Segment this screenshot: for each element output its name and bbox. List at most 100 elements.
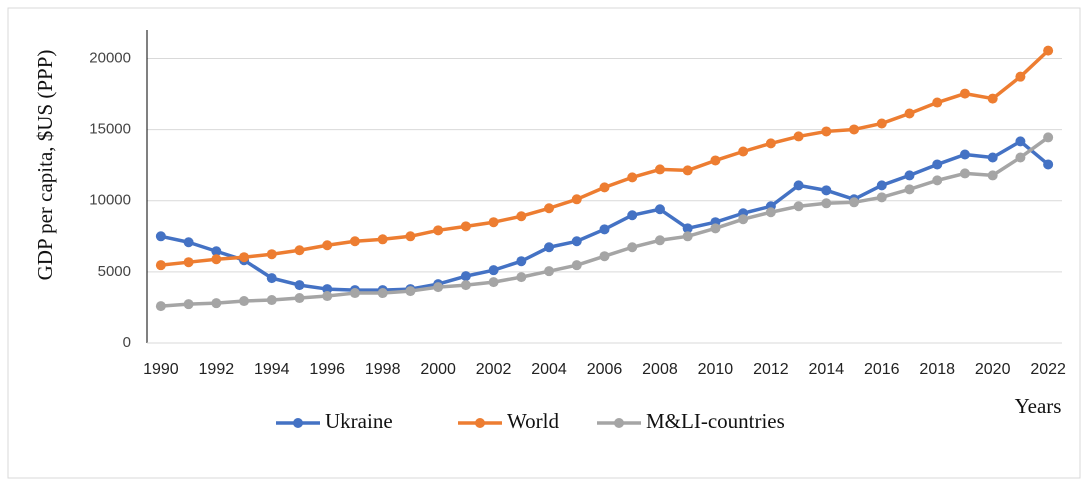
data-point <box>904 184 915 195</box>
legend-label: Ukraine <box>325 409 393 433</box>
legend-label: World <box>507 409 559 433</box>
x-tick-label: 2018 <box>919 361 955 378</box>
data-point <box>266 295 277 306</box>
data-point <box>211 246 222 257</box>
data-point <box>627 242 638 253</box>
series-line <box>160 139 1050 292</box>
data-point <box>904 108 915 119</box>
data-point <box>183 299 194 310</box>
data-point <box>849 124 860 135</box>
x-tick-label: 2010 <box>698 361 734 378</box>
data-point <box>239 296 250 307</box>
data-point <box>266 273 277 284</box>
data-point <box>793 180 804 191</box>
x-tick-label: 2008 <box>642 361 678 378</box>
data-point <box>987 93 998 104</box>
data-point <box>1043 159 1054 170</box>
data-point <box>571 236 582 247</box>
data-point <box>1043 132 1054 143</box>
data-point <box>1015 71 1026 82</box>
data-point <box>987 170 998 181</box>
data-point <box>849 197 860 208</box>
data-point <box>516 272 527 283</box>
data-point <box>349 288 360 299</box>
data-point <box>183 257 194 268</box>
data-point <box>155 301 166 312</box>
data-point <box>294 245 305 256</box>
data-point <box>959 168 970 179</box>
data-point <box>599 251 610 262</box>
data-point <box>932 159 943 170</box>
data-point <box>710 155 721 166</box>
data-point <box>488 217 499 228</box>
data-point <box>627 172 638 183</box>
y-tick-label: 15000 <box>89 121 131 138</box>
data-point <box>654 204 665 215</box>
x-tick-label: 1994 <box>254 361 290 378</box>
data-point <box>516 256 527 267</box>
data-point <box>211 254 222 265</box>
data-point <box>821 126 832 137</box>
data-point <box>654 164 665 175</box>
x-tick-label: 2014 <box>809 361 845 378</box>
data-point <box>322 240 333 251</box>
data-point <box>821 185 832 196</box>
data-point <box>571 194 582 205</box>
data-point <box>322 284 333 295</box>
data-point <box>349 236 360 247</box>
data-point <box>294 280 305 291</box>
data-point <box>682 165 693 176</box>
data-point <box>571 260 582 271</box>
data-point <box>738 214 749 225</box>
data-point <box>599 182 610 193</box>
data-point <box>377 288 388 299</box>
data-point <box>322 291 333 302</box>
data-point <box>765 138 776 149</box>
data-point <box>1043 45 1054 56</box>
data-point <box>876 180 887 191</box>
y-tick-label: 5000 <box>98 263 131 280</box>
data-point <box>682 231 693 242</box>
data-point <box>738 146 749 157</box>
data-point <box>1015 152 1026 163</box>
data-point <box>239 252 250 263</box>
data-point <box>793 201 804 212</box>
data-point <box>294 293 305 304</box>
data-point <box>460 280 471 291</box>
data-point <box>460 271 471 282</box>
data-point <box>544 242 555 253</box>
data-point <box>544 266 555 277</box>
data-point <box>1015 136 1026 147</box>
x-tick-label: 1992 <box>199 361 235 378</box>
y-axis-label: GDP per capita, $US (PPP) <box>33 50 57 281</box>
data-point <box>460 221 471 232</box>
data-point <box>433 282 444 293</box>
data-point <box>682 223 693 234</box>
x-tick-label: 2000 <box>420 361 456 378</box>
data-point <box>765 207 776 218</box>
data-point <box>155 231 166 242</box>
x-tick-label: 1990 <box>143 361 179 378</box>
x-tick-label: 2016 <box>864 361 900 378</box>
data-point <box>433 225 444 236</box>
data-point <box>876 118 887 129</box>
x-tick-label: 1998 <box>365 361 401 378</box>
data-point <box>793 131 804 142</box>
x-tick-label: 2022 <box>1030 361 1066 378</box>
data-point <box>710 223 721 234</box>
data-point <box>488 265 499 276</box>
x-tick-label: 2020 <box>975 361 1011 378</box>
data-point <box>627 210 638 221</box>
legend-label: M&LI-countries <box>646 409 785 433</box>
x-tick-label: 2004 <box>531 361 567 378</box>
data-point <box>405 286 416 297</box>
data-point <box>987 152 998 163</box>
y-tick-label: 10000 <box>89 192 131 209</box>
data-point <box>211 298 222 309</box>
x-tick-label: 1996 <box>309 361 345 378</box>
x-tick-label: 2002 <box>476 361 512 378</box>
series-line <box>160 135 1050 308</box>
data-point <box>959 149 970 160</box>
data-point <box>155 260 166 271</box>
